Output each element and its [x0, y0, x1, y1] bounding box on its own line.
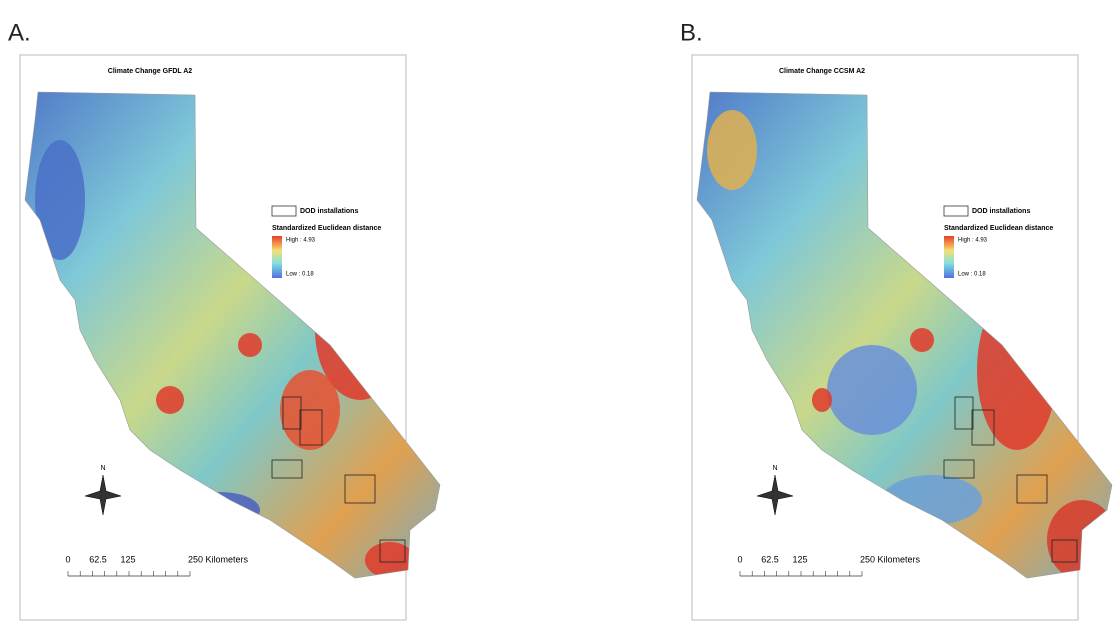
legend-high: High : 4.93	[286, 238, 316, 244]
panel-label: B.	[680, 19, 703, 46]
legend-ramp	[944, 236, 954, 278]
legend-swatch	[944, 206, 968, 216]
map-region	[827, 345, 917, 435]
map-title: Climate Change CCSM A2	[779, 68, 865, 75]
panel-label: A.	[8, 19, 31, 46]
scale-label: 250 Kilometers	[860, 554, 921, 564]
map-panel: A. Climate Change GFDL A2 DOD installation…	[8, 19, 450, 620]
legend-low: Low : 0.18	[958, 272, 986, 278]
north-label: N	[772, 465, 777, 472]
scale-label: 0	[65, 554, 70, 564]
legend-installations: DOD installations	[972, 208, 1030, 215]
map-region	[910, 328, 934, 352]
scale-label: 62.5	[89, 554, 107, 564]
map-panel: B. Climate Change CCSM A2 DOD installation…	[680, 19, 1116, 620]
legend-heading: Standardized Euclidean distance	[944, 225, 1053, 232]
map-region	[156, 386, 184, 414]
legend-swatch	[272, 206, 296, 216]
scale-label: 62.5	[761, 554, 779, 564]
scale-label: 125	[120, 554, 135, 564]
legend-low: Low : 0.18	[286, 272, 314, 278]
legend-high: High : 4.93	[958, 238, 988, 244]
legend-installations: DOD installations	[300, 208, 358, 215]
legend-ramp	[272, 236, 282, 278]
map-region	[238, 333, 262, 357]
figure: A. Climate Change GFDL A2 DOD installation…	[0, 0, 1116, 624]
scale-label: 125	[792, 554, 807, 564]
scale-label: 250 Kilometers	[188, 554, 249, 564]
map-region	[707, 110, 757, 190]
map-region	[812, 388, 832, 412]
legend-heading: Standardized Euclidean distance	[272, 225, 381, 232]
north-label: N	[100, 465, 105, 472]
map-title: Climate Change GFDL A2	[108, 68, 193, 75]
scale-label: 0	[737, 554, 742, 564]
